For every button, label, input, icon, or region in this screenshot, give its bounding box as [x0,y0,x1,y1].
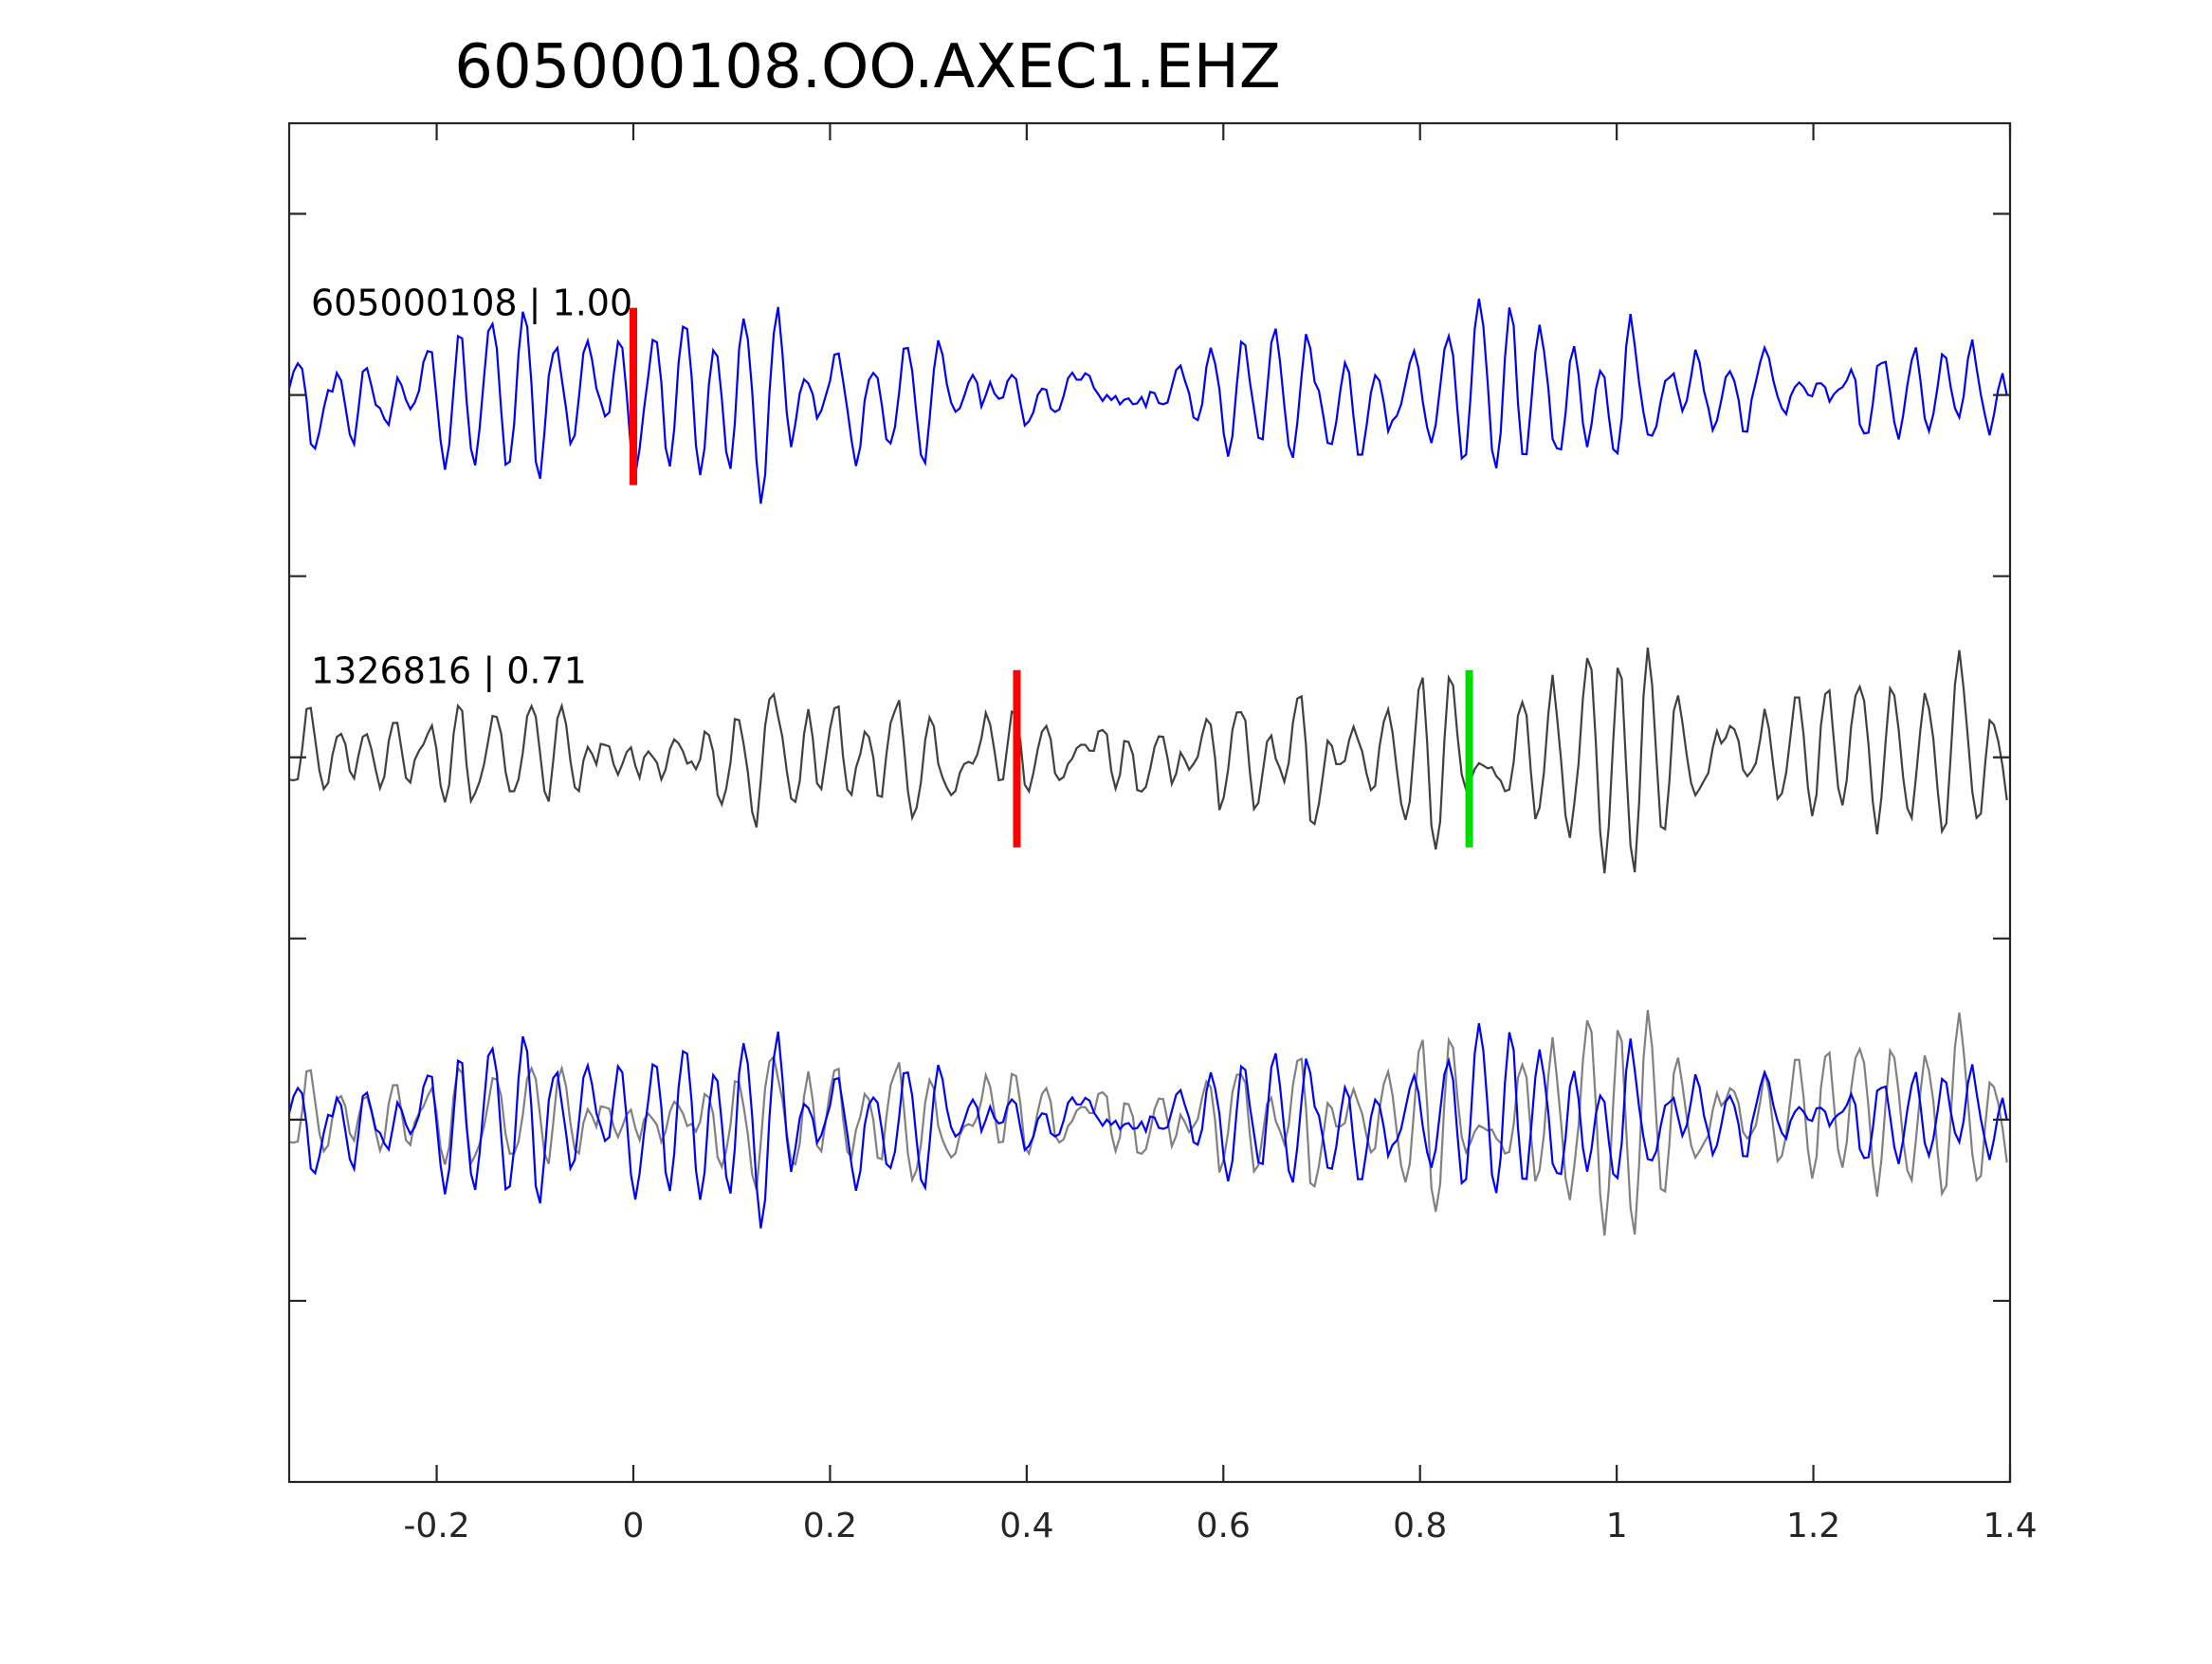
x-tick-label: 0 [623,1507,645,1545]
overlay-primary-line [287,1023,2008,1229]
x-tick-label: 0.6 [1197,1507,1251,1545]
x-tick-label: 1.2 [1786,1507,1840,1545]
x-tick-label: 1.4 [1983,1507,2037,1545]
x-tick-label: 1 [1606,1507,1628,1545]
axes-layer: -0.2 0 0.2 0.4 0.6 0.8 1 1.2 1.4 [287,121,2038,1545]
x-tick-label: 0.2 [803,1507,857,1545]
trace-labels-layer: 605000108 | 1.00 1326816 | 0.71 [311,283,632,693]
x-tick-label: 0.8 [1393,1507,1447,1545]
axes-frame [287,121,2012,1484]
trace-label-605000108: 605000108 | 1.00 [311,283,632,325]
x-tick-label: 0.4 [999,1507,1053,1545]
picks-layer [630,307,1473,848]
x-tick-label: -0.2 [403,1507,469,1545]
trace-label-1326816: 1326816 | 0.71 [311,650,587,693]
trace-line-605000108 [287,298,2008,504]
chart-title: 605000108.OO.AXEC1.EHZ [454,32,1281,102]
trace-line-1326816 [288,647,2008,874]
traces-layer [287,298,2008,1236]
